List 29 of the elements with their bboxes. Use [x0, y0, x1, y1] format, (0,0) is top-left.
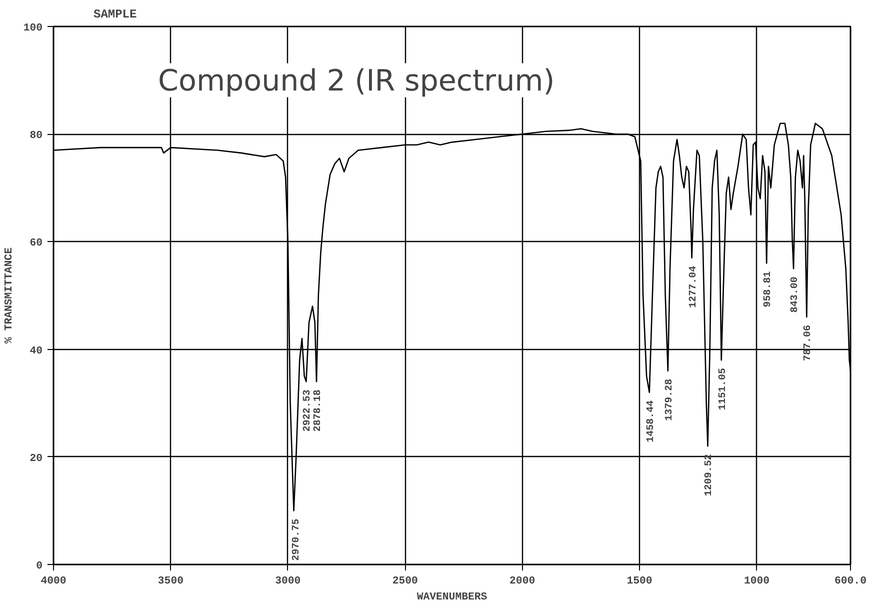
annotation: 1277.04 [688, 266, 700, 308]
annotation: 1458.44 [646, 400, 657, 442]
annotation: 1151.05 [718, 368, 729, 410]
y-tick-label: 0 [36, 560, 43, 572]
x-tick-label: 1500 [626, 576, 652, 588]
text: Compound 2 (IR spectrum) [158, 63, 555, 98]
x-tick-label: 4000 [40, 576, 66, 588]
chart-subtitle: SAMPLE [94, 8, 137, 22]
x-axis-title: WAVENUMBERS [416, 592, 488, 604]
x-tick-label: 2500 [392, 576, 418, 588]
x-tick-label: 2000 [510, 576, 536, 588]
y-tick-label: 80 [30, 130, 43, 142]
annotation: 958.81 [762, 271, 774, 308]
y-tick-label: 100 [23, 22, 43, 34]
annotation: 843.00 [790, 276, 802, 313]
annotation: 2922.53 [302, 390, 314, 432]
y-axis-title: % TRANSMITTANCE [3, 248, 16, 344]
annotation: 1379.28 [664, 378, 676, 421]
annotation: 2878.18 [312, 390, 324, 432]
annotation: 1209.52 [704, 454, 716, 496]
x-tick-label: 1000 [744, 576, 770, 588]
annotation: 2970.75 [291, 518, 302, 561]
y-tick-label: 40 [30, 345, 43, 358]
x-tick-label: 600.0 [834, 576, 866, 588]
annotation: 787.06 [803, 325, 814, 362]
y-tick-label: 60 [30, 238, 43, 250]
x-tick-label: 3500 [158, 576, 184, 588]
x-tick-label: 3000 [275, 576, 301, 588]
y-tick-label: 20 [30, 452, 43, 465]
